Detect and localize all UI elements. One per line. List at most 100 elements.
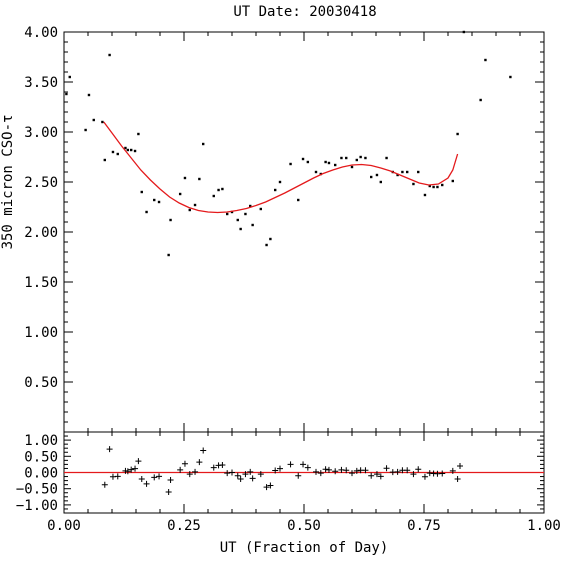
residual-point xyxy=(449,467,456,474)
data-point xyxy=(167,253,170,257)
residual-point xyxy=(224,470,231,477)
data-point xyxy=(297,198,300,202)
residual-point xyxy=(165,488,172,495)
residual-point xyxy=(219,462,226,469)
residual-point xyxy=(439,470,446,477)
data-point xyxy=(401,170,404,174)
residual-point xyxy=(317,470,324,477)
residual-point xyxy=(247,468,254,475)
data-point xyxy=(140,190,143,194)
y-tick-label: 3.50 xyxy=(24,75,58,91)
residual-point xyxy=(138,475,145,482)
data-point xyxy=(103,158,106,162)
data-point xyxy=(226,212,229,216)
chart-title: UT Date: 20030418 xyxy=(233,4,376,20)
data-point xyxy=(327,161,331,165)
residual-point xyxy=(263,484,270,491)
residual-point xyxy=(349,470,355,477)
data-point xyxy=(236,218,239,222)
data-point xyxy=(221,187,224,191)
data-point xyxy=(193,203,197,207)
y-tick-label: 0.50 xyxy=(24,375,58,391)
data-point xyxy=(230,210,234,214)
data-point xyxy=(324,160,327,164)
data-point xyxy=(101,120,104,124)
y-tick-label: 3.00 xyxy=(24,125,58,141)
residual-point xyxy=(383,465,390,472)
data-point xyxy=(124,146,127,150)
residual-point xyxy=(210,464,217,471)
residual-point xyxy=(196,459,203,466)
data-point xyxy=(479,98,482,102)
residual-point xyxy=(200,447,207,454)
data-point xyxy=(350,165,354,169)
data-point xyxy=(436,185,439,189)
x-tick-label: 0.75 xyxy=(407,518,441,534)
data-point xyxy=(183,176,187,180)
data-point xyxy=(278,180,282,184)
residual-point xyxy=(242,471,249,478)
residual-point xyxy=(343,467,350,474)
data-point xyxy=(169,218,172,222)
residual-point xyxy=(322,466,329,473)
data-point xyxy=(289,162,292,166)
data-point xyxy=(456,132,459,136)
x-tick-label: 1.00 xyxy=(527,518,561,534)
residual-point xyxy=(394,468,401,475)
y-tick-label: 1.00 xyxy=(24,433,58,449)
residual-point xyxy=(124,468,131,475)
data-point xyxy=(126,148,130,152)
residual-point xyxy=(167,476,174,483)
residual-point xyxy=(415,466,422,473)
data-point xyxy=(133,149,137,153)
data-point xyxy=(379,180,382,184)
data-point xyxy=(314,170,318,174)
residual-point xyxy=(143,480,150,487)
data-point xyxy=(202,142,205,146)
data-point xyxy=(65,92,68,96)
data-point xyxy=(239,227,242,231)
residual-point xyxy=(132,465,139,472)
residual-point xyxy=(135,458,142,465)
x-axis-label: UT (Fraction of Day) xyxy=(220,540,389,556)
data-point xyxy=(385,156,388,160)
data-point xyxy=(84,128,87,132)
data-point xyxy=(137,132,140,136)
data-point xyxy=(301,157,305,161)
y-tick-label: 4.00 xyxy=(24,25,58,41)
residual-point xyxy=(454,475,461,482)
residual-point xyxy=(277,465,283,472)
data-point xyxy=(355,158,358,162)
residual-point xyxy=(295,472,302,479)
residual-point xyxy=(457,463,463,470)
data-point xyxy=(364,156,367,160)
data-point xyxy=(269,237,272,241)
data-point xyxy=(274,188,277,192)
data-point xyxy=(417,170,420,174)
y-tick-label: 0.50 xyxy=(24,449,58,465)
data-point xyxy=(153,198,156,202)
data-point xyxy=(345,156,348,160)
residual-point xyxy=(300,461,307,468)
residual-point xyxy=(177,466,184,473)
main-plot-panel: 0.50 1.00 1.50 2.00 2.50 3.00 3.50 4.00 xyxy=(24,25,545,433)
data-point xyxy=(423,193,427,197)
residual-point xyxy=(377,473,384,480)
residual-point xyxy=(373,471,380,478)
data-point xyxy=(145,210,148,214)
residual-point xyxy=(229,469,235,476)
residual-point xyxy=(404,467,411,474)
y-tick-label: 2.00 xyxy=(24,225,58,241)
data-point xyxy=(251,223,254,227)
residual-point xyxy=(332,468,339,475)
residual-point xyxy=(192,468,199,475)
y-tick-label: −1.00 xyxy=(16,498,58,514)
y-axis-label: 350 micron CSO-τ xyxy=(0,115,16,250)
data-point xyxy=(334,163,337,167)
residual-point xyxy=(421,473,428,480)
y-tick-label: 2.50 xyxy=(24,175,58,191)
residual-point xyxy=(304,464,311,471)
data-point xyxy=(157,200,161,204)
data-point xyxy=(92,118,95,122)
